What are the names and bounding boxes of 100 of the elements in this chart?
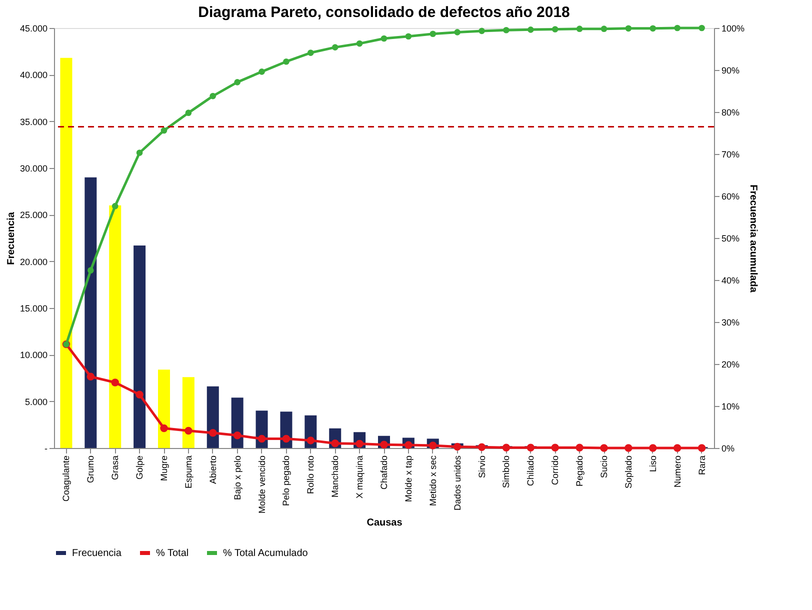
point [551,444,559,452]
y-tick-label: - [44,444,48,454]
point [502,444,510,452]
bar [109,205,122,448]
point [111,378,119,386]
x-tick-label: Abierto [208,456,218,484]
y2-tick-label: 50% [722,234,740,244]
point [650,25,656,32]
y-tick-label: 30.000 [20,164,48,174]
x-tick-label: Sirvio [476,456,487,478]
point [600,26,608,32]
point [160,127,168,134]
point [308,50,314,56]
x-tick-label: Rollo roto [306,456,316,494]
point [209,429,217,437]
point [356,40,363,47]
point [576,444,584,452]
y-tick-label: 25.000 [20,210,48,220]
point [624,444,632,452]
y2-tick-label: 40% [722,276,740,286]
point [405,33,412,40]
bar [231,398,244,448]
x-axis-title: Causas [366,518,403,529]
x-tick-label: Simbolo [501,456,512,488]
point [258,68,265,75]
y-tick-label: 45.000 [20,24,48,34]
y-tick-label: 35.000 [20,116,48,127]
point [453,442,462,451]
x-tick-label: Molde x tap [403,456,414,502]
bar [84,177,97,448]
y-tick-label: 10.000 [20,350,48,360]
y2-tick-label: 90% [722,66,740,76]
y2-tick-label: 100% [722,24,745,34]
x-tick-label: Grasa [110,456,120,480]
bar [206,386,219,448]
y2-axis-title: Frecuencia acumulada [748,184,759,293]
y-tick-label: 20.000 [20,256,48,267]
point [478,443,486,452]
point [86,372,95,380]
x-tick-label: Rara [696,456,707,476]
point [454,29,460,36]
y-tick-label: 15.000 [20,304,48,314]
point [283,58,290,65]
x-tick-label: X maquina [354,456,365,499]
y2-tick-label: 0% [722,444,735,454]
y-tick-label: 40.000 [20,70,48,80]
point [332,44,338,50]
point [210,92,216,100]
point [674,24,680,32]
x-tick-label: Espuma [183,456,194,489]
x-tick-label: Molde vencido [256,456,267,514]
x-tick-label: Dados unidos [452,455,462,511]
x-tick-label: Chilado [526,456,536,486]
point [576,26,583,32]
y2-tick-label: 10% [722,402,740,412]
point [649,444,657,452]
legend-label: Frecuencia [72,548,122,559]
x-tick-label: Grumo [86,456,96,484]
x-tick-label: Soplado [623,456,634,489]
y2-tick-label: 20% [722,360,740,370]
point [184,426,192,435]
bar [60,58,72,448]
bar [158,370,170,448]
bar [134,245,146,448]
legend-label: % Total [156,548,189,559]
x-tick-label: Sucio [599,456,609,478]
chart-title: Diagrama Pareto, consolidado de defectos año 2018 [198,4,570,21]
x-tick-label: Numero [672,456,682,488]
point [478,28,485,34]
legend-label: % Total Acumulado [223,548,308,559]
x-tick-label: Mugre [159,456,169,482]
y-tick-label: 5.000 [24,396,48,407]
x-tick-label: Coagulante [61,456,72,502]
point [698,444,706,452]
point [526,444,535,452]
point [380,35,388,42]
x-tick-label: Pegado [574,456,585,487]
point [528,26,534,33]
point [331,440,339,448]
x-tick-label: Metido x sec [428,455,438,506]
x-tick-label: Chafado [379,456,389,490]
point [234,79,240,86]
point [258,434,266,443]
bar [182,377,194,448]
point [625,25,632,32]
x-tick-label: Golpe [134,456,145,480]
point [112,202,118,210]
point [503,26,510,34]
x-tick-label: Bajo x pelo [232,456,242,500]
point [698,24,705,32]
point [282,434,290,443]
point [185,110,192,116]
y2-tick-label: 30% [722,318,740,328]
point [306,436,315,444]
x-tick-label: Corrido [550,456,560,486]
x-tick-label: Pelo pegado [281,456,292,506]
y2-tick-label: 80% [722,108,740,118]
x-tick-label: Liso [648,456,658,472]
point [160,424,168,432]
point [136,150,143,156]
